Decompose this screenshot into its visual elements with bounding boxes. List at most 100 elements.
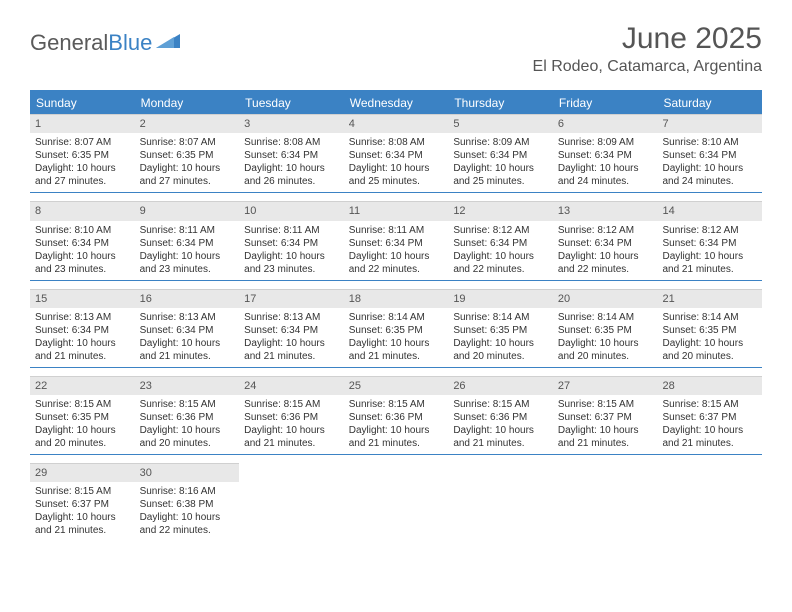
- calendar-day: 1Sunrise: 8:07 AMSunset: 6:35 PMDaylight…: [30, 114, 135, 192]
- sunrise-label: Sunrise: 8:09 AM: [453, 136, 548, 149]
- day-number: 25: [344, 376, 449, 395]
- daylight-line1: Daylight: 10 hours: [244, 337, 339, 350]
- daylight-line2: and 20 minutes.: [662, 350, 757, 363]
- day-details: Sunrise: 8:15 AMSunset: 6:36 PMDaylight:…: [239, 395, 344, 454]
- daylight-line2: and 20 minutes.: [453, 350, 548, 363]
- day-details: Sunrise: 8:15 AMSunset: 6:37 PMDaylight:…: [30, 482, 135, 541]
- sunset-label: Sunset: 6:34 PM: [558, 149, 653, 162]
- calendar-day-empty: [657, 463, 762, 541]
- daylight-line2: and 24 minutes.: [558, 175, 653, 188]
- daylight-line1: Daylight: 10 hours: [662, 337, 757, 350]
- calendar-week: 15Sunrise: 8:13 AMSunset: 6:34 PMDayligh…: [30, 289, 762, 368]
- sunrise-label: Sunrise: 8:15 AM: [558, 398, 653, 411]
- calendar-day: 17Sunrise: 8:13 AMSunset: 6:34 PMDayligh…: [239, 289, 344, 367]
- calendar-day: 29Sunrise: 8:15 AMSunset: 6:37 PMDayligh…: [30, 463, 135, 541]
- sunset-label: Sunset: 6:35 PM: [662, 324, 757, 337]
- daylight-line2: and 21 minutes.: [349, 350, 444, 363]
- daylight-line1: Daylight: 10 hours: [349, 250, 444, 263]
- daylight-line2: and 27 minutes.: [35, 175, 130, 188]
- day-number: 28: [657, 376, 762, 395]
- calendar-day-empty: [448, 463, 553, 541]
- daylight-line2: and 23 minutes.: [35, 263, 130, 276]
- daylight-line1: Daylight: 10 hours: [35, 162, 130, 175]
- day-number: 19: [448, 289, 553, 308]
- day-number: 12: [448, 201, 553, 220]
- sunrise-label: Sunrise: 8:11 AM: [244, 224, 339, 237]
- sunset-label: Sunset: 6:36 PM: [349, 411, 444, 424]
- sunrise-label: Sunrise: 8:07 AM: [140, 136, 235, 149]
- day-number: 22: [30, 376, 135, 395]
- sunset-label: Sunset: 6:34 PM: [140, 324, 235, 337]
- sunset-label: Sunset: 6:36 PM: [140, 411, 235, 424]
- sunset-label: Sunset: 6:34 PM: [35, 237, 130, 250]
- daylight-line2: and 21 minutes.: [662, 263, 757, 276]
- daylight-line2: and 22 minutes.: [140, 524, 235, 537]
- calendar-week: 29Sunrise: 8:15 AMSunset: 6:37 PMDayligh…: [30, 463, 762, 541]
- daylight-line1: Daylight: 10 hours: [349, 424, 444, 437]
- day-number: 16: [135, 289, 240, 308]
- daylight-line1: Daylight: 10 hours: [244, 250, 339, 263]
- logo-word1: General: [30, 30, 108, 55]
- page-header: GeneralBlue June 2025 El Rodeo, Catamarc…: [30, 22, 762, 80]
- day-details: Sunrise: 8:11 AMSunset: 6:34 PMDaylight:…: [239, 221, 344, 280]
- daylight-line2: and 20 minutes.: [35, 437, 130, 450]
- daylight-line1: Daylight: 10 hours: [35, 424, 130, 437]
- daylight-line1: Daylight: 10 hours: [662, 162, 757, 175]
- sunset-label: Sunset: 6:35 PM: [349, 324, 444, 337]
- sunrise-label: Sunrise: 8:13 AM: [140, 311, 235, 324]
- daylight-line1: Daylight: 10 hours: [244, 162, 339, 175]
- calendar-day: 22Sunrise: 8:15 AMSunset: 6:35 PMDayligh…: [30, 376, 135, 454]
- daylight-line2: and 21 minutes.: [244, 350, 339, 363]
- day-details: Sunrise: 8:15 AMSunset: 6:36 PMDaylight:…: [344, 395, 449, 454]
- calendar-day: 2Sunrise: 8:07 AMSunset: 6:35 PMDaylight…: [135, 114, 240, 192]
- sunrise-label: Sunrise: 8:07 AM: [35, 136, 130, 149]
- calendar-day: 15Sunrise: 8:13 AMSunset: 6:34 PMDayligh…: [30, 289, 135, 367]
- day-number: 9: [135, 201, 240, 220]
- sunset-label: Sunset: 6:35 PM: [453, 324, 548, 337]
- day-details: Sunrise: 8:15 AMSunset: 6:37 PMDaylight:…: [553, 395, 658, 454]
- sunrise-label: Sunrise: 8:08 AM: [244, 136, 339, 149]
- sunset-label: Sunset: 6:35 PM: [140, 149, 235, 162]
- sunrise-label: Sunrise: 8:16 AM: [140, 485, 235, 498]
- sunrise-label: Sunrise: 8:14 AM: [453, 311, 548, 324]
- day-details: Sunrise: 8:10 AMSunset: 6:34 PMDaylight:…: [30, 221, 135, 280]
- daylight-line1: Daylight: 10 hours: [453, 250, 548, 263]
- daylight-line2: and 20 minutes.: [558, 350, 653, 363]
- calendar-day: 3Sunrise: 8:08 AMSunset: 6:34 PMDaylight…: [239, 114, 344, 192]
- calendar-day-empty: [239, 463, 344, 541]
- sunrise-label: Sunrise: 8:15 AM: [244, 398, 339, 411]
- sunrise-label: Sunrise: 8:13 AM: [35, 311, 130, 324]
- calendar-grid: Sunday Monday Tuesday Wednesday Thursday…: [30, 90, 762, 541]
- calendar-day: 26Sunrise: 8:15 AMSunset: 6:36 PMDayligh…: [448, 376, 553, 454]
- calendar-day: 13Sunrise: 8:12 AMSunset: 6:34 PMDayligh…: [553, 201, 658, 279]
- calendar-day: 9Sunrise: 8:11 AMSunset: 6:34 PMDaylight…: [135, 201, 240, 279]
- day-details: Sunrise: 8:13 AMSunset: 6:34 PMDaylight:…: [30, 308, 135, 367]
- sunset-label: Sunset: 6:37 PM: [558, 411, 653, 424]
- day-number: 10: [239, 201, 344, 220]
- daylight-line2: and 22 minutes.: [453, 263, 548, 276]
- day-number: 15: [30, 289, 135, 308]
- sunset-label: Sunset: 6:35 PM: [35, 149, 130, 162]
- sunrise-label: Sunrise: 8:15 AM: [349, 398, 444, 411]
- daylight-line1: Daylight: 10 hours: [453, 424, 548, 437]
- day-details: Sunrise: 8:15 AMSunset: 6:37 PMDaylight:…: [657, 395, 762, 454]
- calendar-day: 10Sunrise: 8:11 AMSunset: 6:34 PMDayligh…: [239, 201, 344, 279]
- calendar-day: 14Sunrise: 8:12 AMSunset: 6:34 PMDayligh…: [657, 201, 762, 279]
- sunset-label: Sunset: 6:37 PM: [662, 411, 757, 424]
- daylight-line1: Daylight: 10 hours: [140, 337, 235, 350]
- day-details: Sunrise: 8:12 AMSunset: 6:34 PMDaylight:…: [657, 221, 762, 280]
- weekday-header: Wednesday: [344, 92, 449, 114]
- daylight-line2: and 23 minutes.: [140, 263, 235, 276]
- sunrise-label: Sunrise: 8:14 AM: [349, 311, 444, 324]
- sunrise-label: Sunrise: 8:15 AM: [662, 398, 757, 411]
- day-number: 20: [553, 289, 658, 308]
- day-details: Sunrise: 8:07 AMSunset: 6:35 PMDaylight:…: [30, 133, 135, 192]
- daylight-line2: and 22 minutes.: [558, 263, 653, 276]
- calendar-day: 21Sunrise: 8:14 AMSunset: 6:35 PMDayligh…: [657, 289, 762, 367]
- sunrise-label: Sunrise: 8:14 AM: [558, 311, 653, 324]
- day-details: Sunrise: 8:07 AMSunset: 6:35 PMDaylight:…: [135, 133, 240, 192]
- logo-triangle-icon: [156, 32, 180, 53]
- sunset-label: Sunset: 6:34 PM: [662, 149, 757, 162]
- month-title: June 2025: [533, 22, 762, 56]
- daylight-line2: and 21 minutes.: [244, 437, 339, 450]
